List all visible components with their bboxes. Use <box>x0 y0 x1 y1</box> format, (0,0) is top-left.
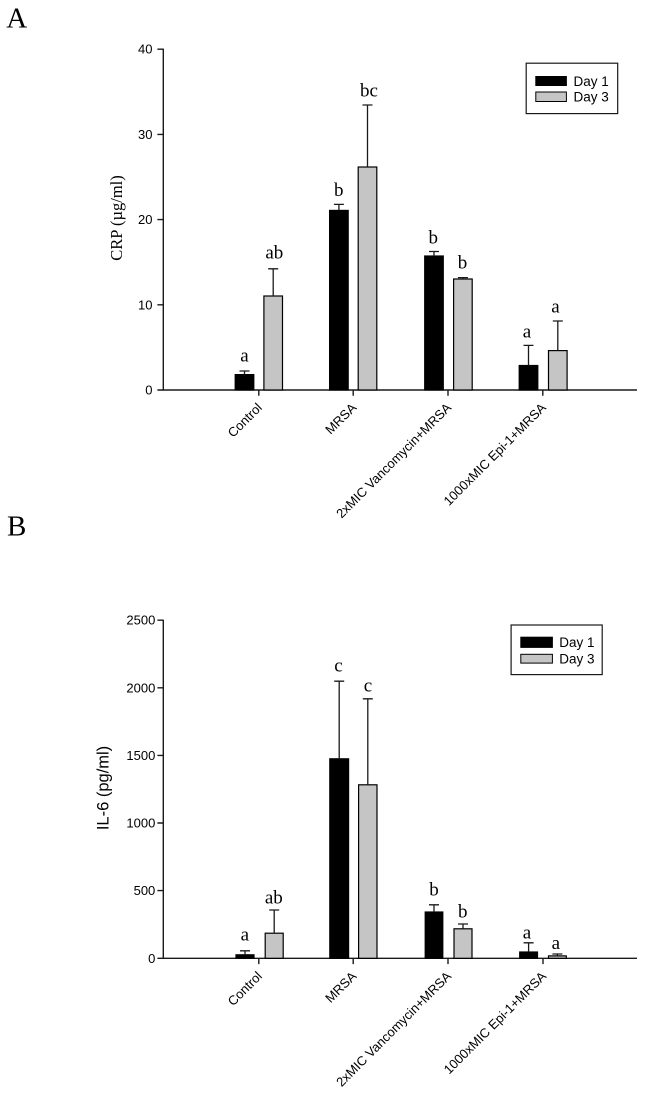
svg-text:IL-6 (pg/ml): IL-6 (pg/ml) <box>95 746 113 830</box>
svg-text:b: b <box>429 880 439 901</box>
svg-text:c: c <box>364 676 372 697</box>
svg-text:bc: bc <box>360 80 378 101</box>
svg-text:CRP (µg/ml): CRP (µg/ml) <box>107 175 126 260</box>
svg-text:Day 3: Day 3 <box>574 89 609 104</box>
svg-text:MRSA: MRSA <box>322 400 359 437</box>
svg-text:30: 30 <box>138 127 152 142</box>
svg-text:a: a <box>523 322 532 343</box>
svg-text:B: B <box>7 511 26 543</box>
svg-text:20: 20 <box>138 212 152 227</box>
svg-text:a: a <box>240 346 249 367</box>
svg-text:0: 0 <box>148 951 155 966</box>
svg-text:a: a <box>552 933 561 954</box>
svg-text:MRSA: MRSA <box>322 968 359 1005</box>
svg-text:1000: 1000 <box>126 816 155 831</box>
svg-text:b: b <box>458 902 468 923</box>
svg-text:c: c <box>334 656 342 677</box>
svg-text:Day 3: Day 3 <box>559 652 594 667</box>
svg-text:1500: 1500 <box>126 748 155 763</box>
svg-text:2500: 2500 <box>126 613 155 628</box>
svg-text:10: 10 <box>138 297 152 312</box>
svg-text:0: 0 <box>145 383 152 398</box>
svg-text:a: a <box>241 924 250 945</box>
svg-text:Control: Control <box>225 968 265 1008</box>
svg-text:b: b <box>334 180 344 201</box>
svg-text:b: b <box>428 228 438 249</box>
svg-text:ab: ab <box>265 243 283 264</box>
svg-text:2000: 2000 <box>126 680 155 695</box>
svg-text:500: 500 <box>134 883 156 898</box>
svg-text:A: A <box>6 2 27 34</box>
svg-text:a: a <box>523 923 532 944</box>
svg-text:ab: ab <box>265 887 283 908</box>
svg-text:Day 1: Day 1 <box>559 635 594 650</box>
svg-text:Control: Control <box>225 400 265 440</box>
svg-text:1000xMIC Epi-1+MRSA: 1000xMIC Epi-1+MRSA <box>440 400 549 509</box>
svg-text:Day 1: Day 1 <box>574 74 609 89</box>
svg-text:b: b <box>458 253 468 274</box>
svg-text:40: 40 <box>138 42 152 57</box>
svg-text:1000xMIC Epi-1+MRSA: 1000xMIC Epi-1+MRSA <box>441 968 550 1077</box>
svg-text:a: a <box>551 297 560 318</box>
